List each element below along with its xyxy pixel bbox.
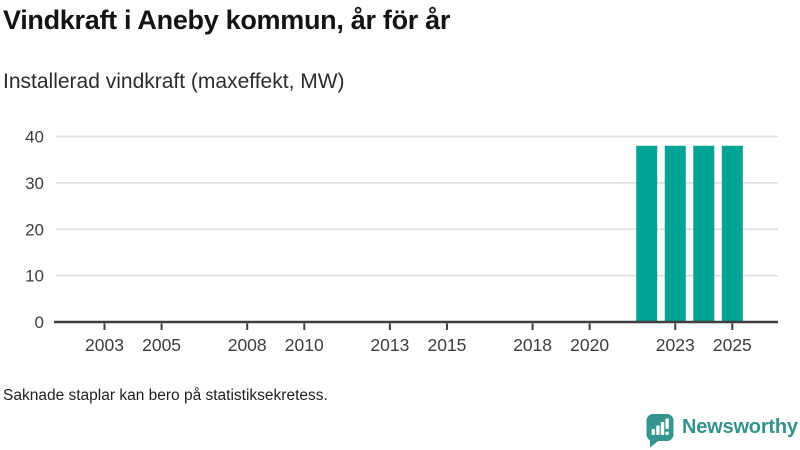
x-tick-label-2018: 2018 bbox=[513, 335, 552, 355]
x-tick-label-2020: 2020 bbox=[570, 335, 609, 355]
bar-2024 bbox=[693, 145, 715, 322]
x-tick-label-2013: 2013 bbox=[370, 335, 409, 355]
x-tick-label-2025: 2025 bbox=[713, 335, 752, 355]
newsworthy-speech-bubble-bar-chart-icon bbox=[646, 414, 674, 448]
bar-2022 bbox=[636, 145, 658, 322]
x-tick-label-2005: 2005 bbox=[142, 335, 181, 355]
x-tick-label-2003: 2003 bbox=[85, 335, 124, 355]
x-tick-label-2023: 2023 bbox=[656, 335, 695, 355]
brand-name: Newsworthy bbox=[682, 416, 798, 438]
footnote: Saknade staplar kan bero på statistiksek… bbox=[3, 387, 328, 404]
y-tick-label-10: 10 bbox=[25, 267, 44, 286]
x-tick-label-2008: 2008 bbox=[228, 335, 267, 355]
chart-title: Vindkraft i Aneby kommun, år för år bbox=[3, 5, 451, 35]
bar-2025 bbox=[721, 145, 743, 322]
x-tick-label-2015: 2015 bbox=[427, 335, 466, 355]
x-tick-label-2010: 2010 bbox=[285, 335, 324, 355]
y-tick-label-30: 30 bbox=[25, 174, 44, 193]
bar-2023 bbox=[664, 145, 686, 322]
y-tick-label-0: 0 bbox=[35, 313, 44, 332]
chart-subtitle: Installerad vindkraft (maxeffekt, MW) bbox=[3, 70, 345, 93]
y-tick-label-20: 20 bbox=[25, 220, 44, 239]
axis-labels: 2003 2005 2008 2010 2013 2015 2018 2020 2023 2025… bbox=[25, 128, 752, 356]
axes bbox=[54, 320, 778, 330]
gridlines bbox=[56, 135, 778, 277]
brand-logo: Newsworthy bbox=[645, 413, 798, 449]
bars bbox=[636, 145, 743, 322]
y-tick-label-40: 40 bbox=[25, 128, 44, 147]
